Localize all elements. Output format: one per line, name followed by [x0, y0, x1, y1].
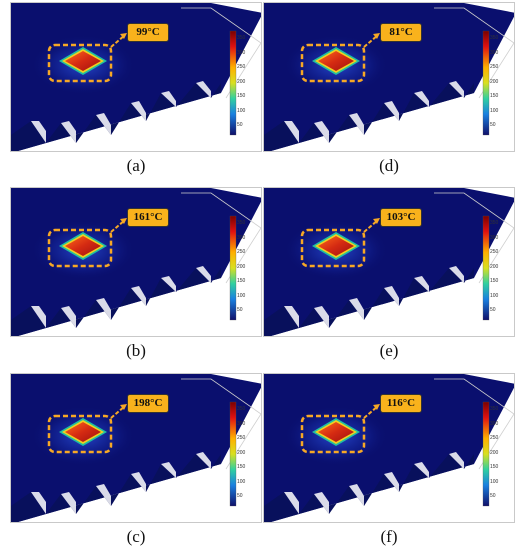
temperature-label: 103°C [380, 208, 422, 227]
colorbar-tick-label: 300 [237, 234, 246, 241]
colorbar-tick-label: 250 [237, 64, 246, 70]
simulation-image: 116°C 350 300 250 200 150 100 50 [263, 373, 515, 523]
colorbar-tick-label: 150 [490, 464, 499, 470]
thermal-field-graphic [264, 188, 514, 336]
colorbar-tick-labels: 350 300 250 200 150 100 50 [490, 220, 510, 322]
colorbar-tick-label: 250 [490, 64, 499, 70]
colorbar-tick-label: 200 [490, 78, 499, 85]
thermal-field-graphic [11, 374, 261, 522]
colorbar-tick-label: 350 [237, 406, 246, 412]
colorbar-tick-label: 100 [237, 292, 246, 299]
colorbar-tick-label: 250 [237, 249, 246, 255]
panel-caption: (f) [380, 527, 398, 546]
colorbar-tick-label: 200 [237, 263, 246, 270]
temperature-label: 99°C [127, 23, 169, 42]
colorbar-tick-label: 300 [490, 234, 499, 241]
colorbar-tick-label: 150 [490, 93, 499, 99]
colorbar-tick-label: 350 [237, 220, 246, 226]
panel-a: 99°C 350 300 250 200 150 100 50 (a) [10, 2, 262, 175]
panel-caption: (a) [126, 156, 146, 175]
simulation-image: 198°C 350 300 250 200 150 100 50 [10, 373, 262, 523]
simulation-image: 99°C 350 300 250 200 150 100 50 [10, 2, 262, 152]
colorbar-tick-label: 150 [237, 464, 246, 470]
thermal-field-graphic [264, 374, 514, 522]
colorbar-tick-label: 50 [490, 493, 496, 499]
temperature-label: 116°C [380, 394, 422, 413]
thermal-field-graphic [11, 3, 261, 151]
colorbar-tick-label: 350 [237, 35, 246, 41]
colorbar-tick-label: 350 [490, 220, 499, 226]
panel-e: 103°C 350 300 250 200 150 100 50 (e) [263, 187, 515, 360]
colorbar-tick-label: 150 [490, 278, 499, 284]
thermal-field-graphic [264, 3, 514, 151]
colorbar-tick-labels: 350 300 250 200 150 100 50 [490, 406, 510, 508]
temperature-label: 161°C [127, 208, 169, 227]
temperature-label: 198°C [127, 394, 169, 413]
colorbar-tick-label: 50 [490, 307, 496, 313]
colorbar-tick-label: 100 [490, 292, 499, 299]
colorbar-tick-label: 300 [237, 49, 246, 56]
colorbar-tick-labels: 350 300 250 200 150 100 50 [237, 406, 257, 508]
simulation-image: 103°C 350 300 250 200 150 100 50 [263, 187, 515, 337]
colorbar-tick-label: 300 [490, 420, 499, 427]
colorbar-tick-label: 100 [237, 478, 246, 485]
colorbar-tick-label: 250 [490, 249, 499, 255]
panel-caption: (e) [379, 341, 399, 360]
colorbar-tick-label: 300 [490, 49, 499, 56]
colorbar-tick-label: 50 [490, 122, 496, 128]
colorbar-tick-label: 100 [490, 107, 499, 114]
colorbar-tick-label: 200 [490, 449, 499, 456]
panel-caption: (c) [126, 527, 146, 546]
panel-d: 81°C 350 300 250 200 150 100 50 (d) [263, 2, 515, 175]
colorbar-tick-label: 350 [490, 35, 499, 41]
colorbar-tick-labels: 350 300 250 200 150 100 50 [237, 220, 257, 322]
colorbar-tick-label: 200 [490, 263, 499, 270]
colorbar-tick-labels: 350 300 250 200 150 100 50 [490, 35, 510, 137]
temperature-label: 81°C [380, 23, 422, 42]
colorbar-tick-label: 150 [237, 278, 246, 284]
thermal-field-graphic [11, 188, 261, 336]
simulation-image: 161°C 350 300 250 200 150 100 50 [10, 187, 262, 337]
colorbar-tick-label: 200 [237, 449, 246, 456]
panel-caption: (b) [126, 341, 146, 360]
colorbar-tick-label: 200 [237, 78, 246, 85]
colorbar-tick-labels: 350 300 250 200 150 100 50 [237, 35, 257, 137]
panel-f: 116°C 350 300 250 200 150 100 50 (f) [263, 373, 515, 546]
colorbar-tick-label: 50 [237, 493, 243, 499]
colorbar-tick-label: 150 [237, 93, 246, 99]
colorbar-tick-label: 250 [490, 435, 499, 441]
colorbar-tick-label: 50 [237, 122, 243, 128]
colorbar-tick-label: 100 [237, 107, 246, 114]
colorbar-tick-label: 100 [490, 478, 499, 485]
panel-c: 198°C 350 300 250 200 150 100 50 (c) [10, 373, 262, 546]
colorbar-tick-label: 50 [237, 307, 243, 313]
panel-b: 161°C 350 300 250 200 150 100 50 (b) [10, 187, 262, 360]
colorbar-tick-label: 300 [237, 420, 246, 427]
simulation-image: 81°C 350 300 250 200 150 100 50 [263, 2, 515, 152]
panel-caption: (d) [379, 156, 399, 175]
colorbar-tick-label: 350 [490, 406, 499, 412]
colorbar-tick-label: 250 [237, 435, 246, 441]
